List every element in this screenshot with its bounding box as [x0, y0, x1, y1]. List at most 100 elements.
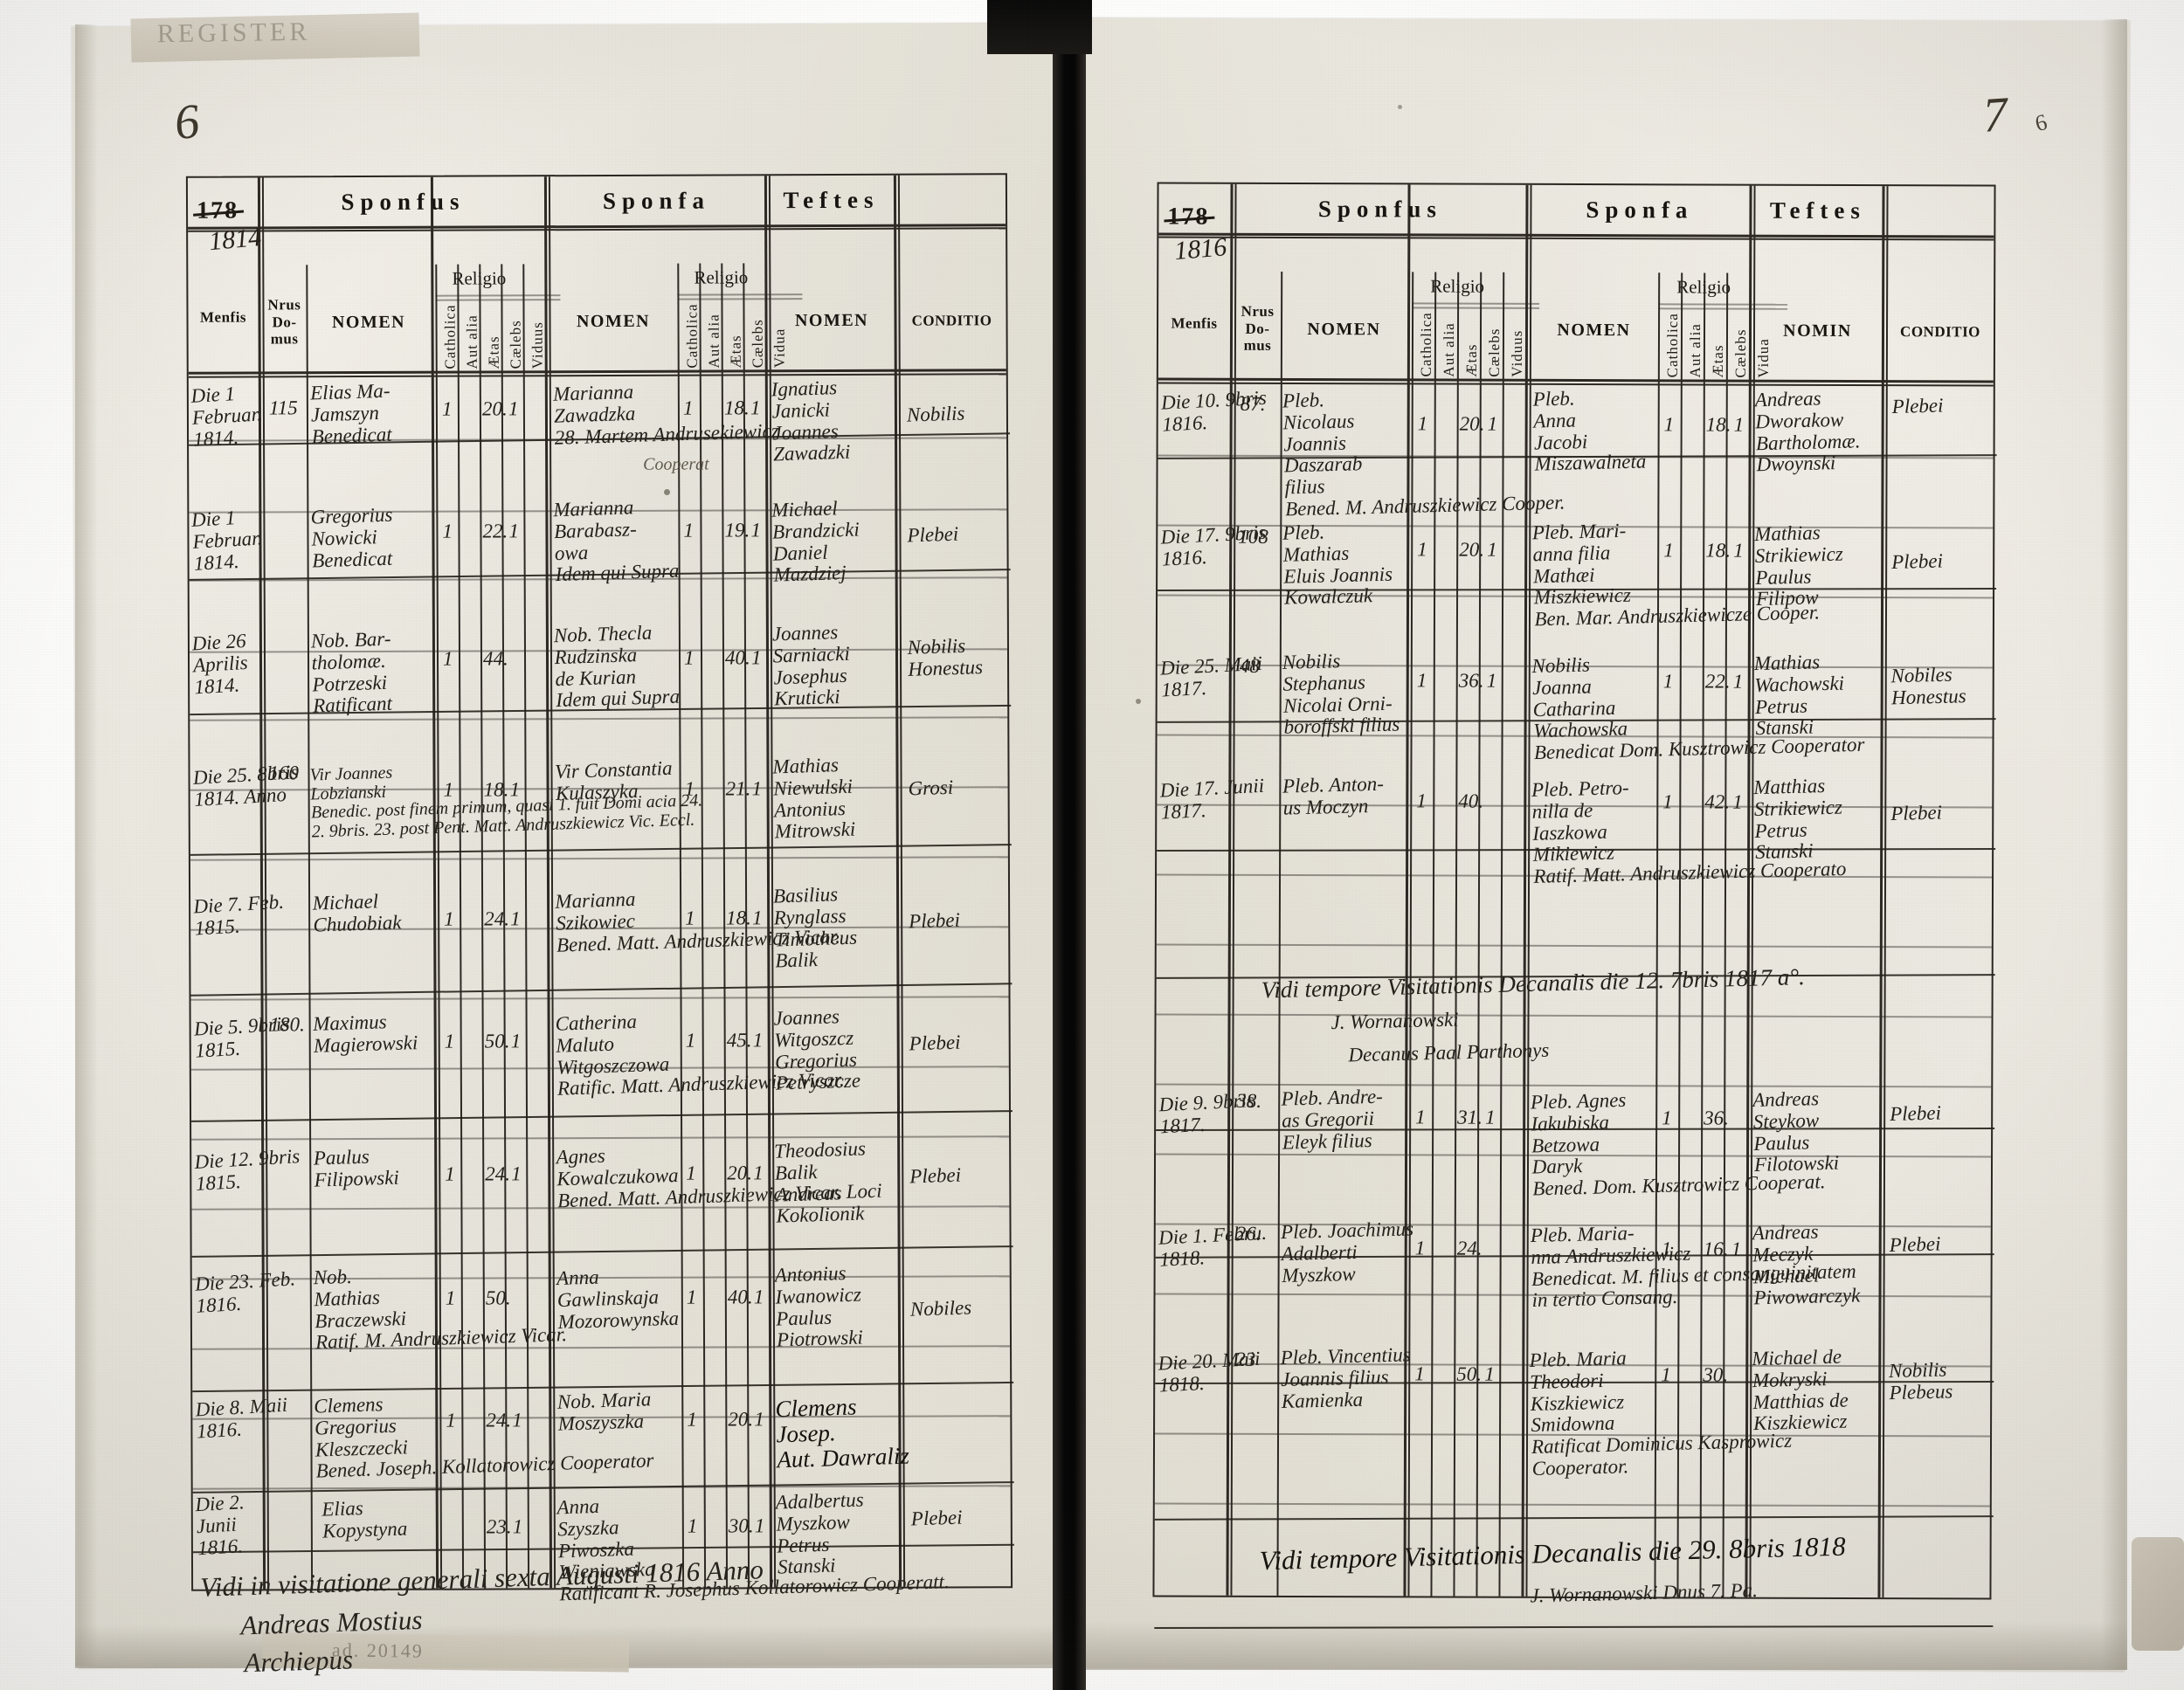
- entry-sponsa-caelebs: 1: [752, 1029, 764, 1052]
- visitation-note-right: Vidi tempore Visitationis Decanalis die …: [1259, 1530, 1846, 1576]
- entry-sponsa-caelebs: 1: [1732, 790, 1743, 813]
- column-header-sponsus-catholica: Catholica: [441, 304, 459, 369]
- entry-sponsus: Elias Kopystyna: [321, 1497, 408, 1542]
- rule: [1154, 1502, 1990, 1507]
- column-header-nrus-domus: Nrus Do- mus: [267, 296, 301, 348]
- entry-testes: Basilius Rynglass Timotheus Balik: [772, 883, 858, 973]
- group-title-sponsa: Sponfa: [1586, 196, 1694, 223]
- entry-conditio: Plebei: [909, 1031, 961, 1055]
- entry-sponsa-catholica: 1: [1662, 1107, 1672, 1129]
- entry-sponsa-caelebs: 1: [750, 519, 762, 541]
- entry-sponsus: Michael Chudobiak: [312, 890, 402, 936]
- entry-sponsus-catholica: 1: [444, 907, 454, 930]
- entry-sponsus: Pleb. Andre- as Gregorii Eleyk filius: [1281, 1085, 1384, 1154]
- entry-sponsus-catholica: 1: [1416, 790, 1427, 812]
- entry-testes: Adalbertus Myszkow Petrus Stanski: [775, 1488, 864, 1579]
- entry-sponsa-aetas: 21.: [725, 777, 751, 800]
- column-header-sponsus-aetas: Ætas: [485, 335, 502, 369]
- entry-sponsus-aetas: 22.: [482, 520, 508, 542]
- entry-sponsa-aetas: 18.: [1705, 413, 1731, 436]
- entry-sponsa-caelebs: 1: [751, 777, 763, 800]
- entry-sponsa-caelebs: 1: [750, 646, 762, 669]
- entry-sponsa-catholica: 1: [1662, 790, 1673, 813]
- rule: [190, 996, 1009, 1001]
- entry-testes: Mathias Niewulski Antonius Mitrowski: [772, 754, 856, 843]
- entry-sponsa: Anna Gawlinskaja Mozorowynska: [556, 1266, 680, 1333]
- column-header-testes-nomen: NOMEN: [794, 310, 869, 331]
- column-header-sponsa-aut-alia: Aut alia: [1686, 323, 1704, 378]
- entry-conditio: Nobiles: [909, 1296, 972, 1321]
- entry-testes: Ignatius Janicki Joannes Zawadzki: [771, 376, 851, 466]
- torn-paper-stub-top: REGISTER: [130, 12, 420, 63]
- entry-sponsa-catholica: 1: [685, 1029, 696, 1052]
- entry-testes: Michael Brandzicki Daniel Mazdziej: [771, 497, 860, 587]
- entry-mensis: Die 26 Aprilis 1814.: [190, 630, 249, 699]
- book-gutter-top: [987, 0, 1092, 54]
- entry-conditio: Plebei: [910, 1506, 963, 1530]
- entry-sponsus-catholica: 1: [446, 1409, 456, 1431]
- pen-rule: [190, 983, 1013, 997]
- entry-sponsa-aetas: 30.: [1703, 1363, 1729, 1386]
- entry-testes: Mathias Strikiewicz Paulus Filipow: [1753, 521, 1844, 610]
- handwritten-year: 1816: [1172, 232, 1228, 266]
- visitation-signature-2-mid-right: Decanus Paal Parthonys: [1348, 1038, 1550, 1066]
- entry-sponsa-caelebs: 1: [1733, 413, 1745, 436]
- entry-mensis: Die 17. Junii 1817.: [1159, 774, 1265, 824]
- column-header-testes-nomen: NOMIN: [1783, 321, 1852, 341]
- entry-nrus-domus: 87.: [1240, 392, 1266, 415]
- pen-rule: [1154, 1515, 1994, 1521]
- entry-sponsa-catholica: 1: [686, 1162, 696, 1184]
- column-header-sponsus-viduus: Viduus: [529, 321, 546, 369]
- rule: [677, 293, 803, 296]
- entry-sponsus: Elias Ma- Jamszyn Benedicat: [309, 379, 393, 448]
- entry-sponsa-aetas: 18.: [726, 907, 751, 929]
- column-header-sponsa-nomen: NOMEN: [1557, 320, 1631, 341]
- entry-sponsus-catholica: 1: [445, 1286, 456, 1309]
- entry-sponsa: Marianna Barabasz- owa Idem qui Supra: [552, 496, 680, 586]
- entry-nrus-domus: 115: [268, 397, 298, 419]
- entry-conditio: Nobilis Honestus: [907, 634, 984, 680]
- entry-sponsus-caelebs: 1: [1486, 669, 1497, 692]
- entry-sponsus-aetas: 44.: [482, 647, 508, 670]
- religio-label-sponsa: Religio: [694, 266, 749, 288]
- entry-sponsus-catholica: 1: [1414, 1362, 1425, 1385]
- entry-sponsa-aetas: 40.: [724, 646, 750, 669]
- entry-sponsus-caelebs: 1: [1485, 1106, 1496, 1128]
- entry-sponsus: Nob. Bar- tholomæ. Potrzeski Ratificant: [310, 627, 393, 717]
- entry-sponsus-catholica: 1: [443, 778, 454, 801]
- entry-sponsus-catholica: 1: [1417, 538, 1427, 561]
- entry-sponsa-catholica: 1: [687, 1514, 698, 1537]
- rule: [677, 298, 803, 300]
- column-header-sponsus-viduus: Viduus: [1508, 329, 1526, 377]
- entry-testes: Matthias Strikiewicz Petrus Stanski: [1753, 775, 1843, 864]
- rule: [1412, 302, 1540, 305]
- entry-sponsa-aetas: 18.: [723, 397, 750, 419]
- entry-testes: Clemens Josep. Aut. Dawraliz: [775, 1393, 910, 1473]
- entry-sponsus: Pleb. Joachimus Adalberti Myszkow: [1280, 1217, 1414, 1286]
- column-header-conditio: CONDITIO: [911, 312, 992, 329]
- page-corner-fold: [2132, 1537, 2184, 1651]
- printed-form-number: 178: [1167, 203, 1210, 231]
- entry-sponsus: Nob. Mathias Braczewski Ratif. M. Andrus…: [313, 1265, 568, 1354]
- entry-sponsus-catholica: 1: [441, 397, 453, 420]
- entry-sponsus-caelebs: 1: [509, 778, 521, 801]
- entry-sponsa: Nob. Thecla Rudzinska de Kurian Idem qui…: [553, 621, 681, 712]
- entry-testes: Michael de Mokryski Matthias de Kiszkiew…: [1751, 1345, 1849, 1435]
- entry-mensis: Die 2. Junii 1816.: [194, 1491, 245, 1559]
- entry-sponsa-aetas: 40.: [727, 1286, 753, 1308]
- entry-testes: Andreas Meczyk Michael Piwowarczyk: [1752, 1220, 1861, 1309]
- entry-mensis: Die 7. Feb. 1815.: [192, 890, 285, 940]
- column-header-sponsus-caelebs: Cælebs: [1485, 328, 1503, 377]
- entry-sponsa-caelebs: 1: [753, 1286, 764, 1308]
- rule: [1156, 943, 1992, 948]
- column-header-sponsus-caelebs: Cælebs: [507, 320, 524, 369]
- entry-nrus-domus: 180.: [269, 1013, 305, 1036]
- entry-sponsa-catholica: 1: [1663, 413, 1675, 436]
- entry-sponsa-catholica: 1: [683, 519, 695, 541]
- entry-sponsa-catholica: 1: [687, 1408, 697, 1431]
- entry-sponsus-catholica: 1: [444, 1030, 455, 1052]
- register-table-left-page: Sponfus Sponfa Teftes 178 1814 Religio R…: [185, 173, 1014, 1678]
- entry-sponsa-catholica: 1: [685, 907, 695, 929]
- entry-sponsa-catholica: 1: [682, 397, 694, 419]
- column-header-sponsa-aetas: Ætas: [727, 335, 744, 369]
